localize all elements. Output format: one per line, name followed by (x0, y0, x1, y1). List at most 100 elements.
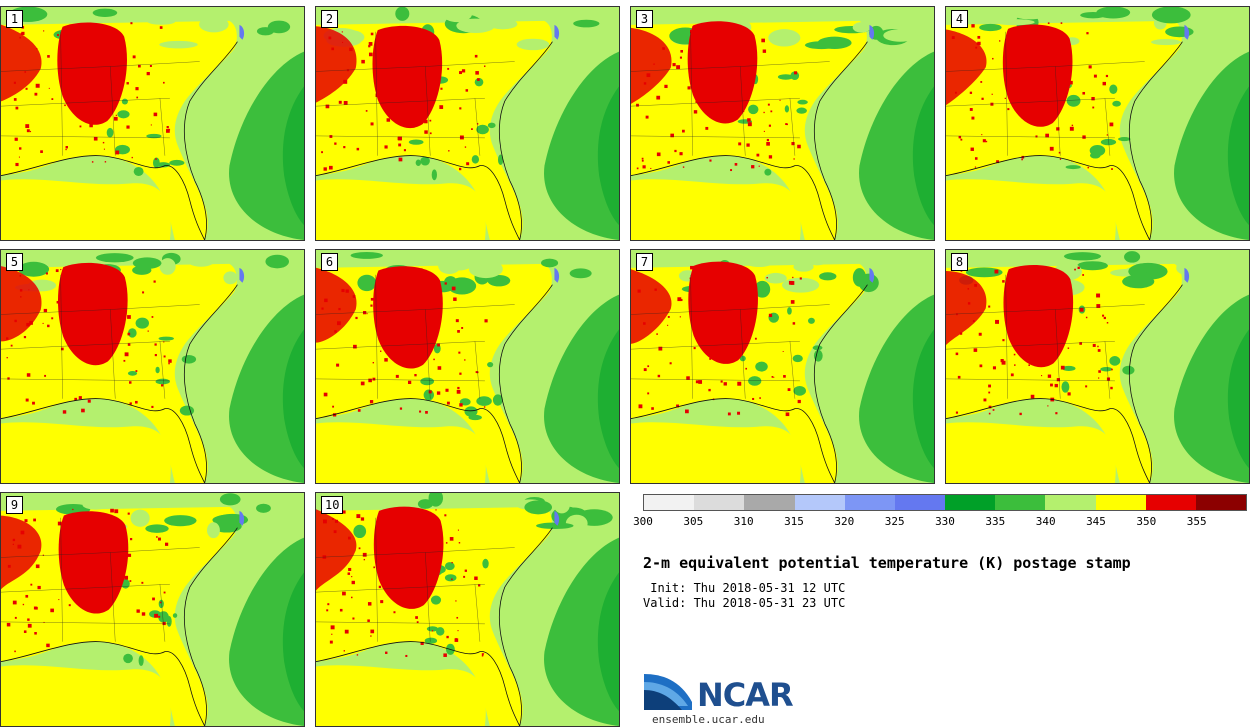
high-theta-e-speck (970, 147, 974, 151)
high-theta-e-speck (647, 392, 650, 395)
high-theta-e-speck (20, 32, 23, 35)
high-theta-e-speck (367, 602, 372, 606)
high-theta-e-speck (978, 332, 982, 336)
ensemble-member-panel: 10 (315, 492, 620, 727)
moisture-patch (415, 159, 422, 166)
map-plot (316, 7, 619, 240)
high-theta-e-speck (954, 91, 957, 94)
moisture-patch (169, 159, 185, 166)
high-theta-e-speck (74, 397, 78, 401)
high-theta-e-speck (386, 118, 391, 122)
high-theta-e-speck (1018, 91, 1022, 96)
high-theta-e-speck (88, 602, 91, 605)
atlantic-core-region (597, 86, 619, 226)
high-theta-e-speck (74, 338, 78, 342)
high-theta-e-speck (1077, 266, 1080, 270)
high-theta-e-speck (759, 397, 761, 399)
high-theta-e-speck (331, 633, 333, 635)
high-theta-e-speck (974, 157, 978, 160)
high-theta-e-speck (168, 362, 170, 365)
moisture-patch (158, 336, 174, 341)
high-theta-e-speck (151, 316, 154, 318)
atlantic-moist-region (1174, 51, 1249, 240)
high-theta-e-speck (370, 304, 373, 307)
high-theta-e-speck (149, 64, 152, 67)
florida-region (167, 408, 205, 483)
moisture-patch (487, 274, 511, 287)
map-plot (1, 493, 304, 726)
high-theta-e-speck (163, 355, 166, 358)
high-theta-e-speck (1031, 356, 1035, 361)
high-theta-e-speck (1017, 96, 1021, 100)
high-theta-e-speck (423, 568, 425, 570)
high-theta-e-speck (1002, 280, 1005, 283)
moisture-patch (179, 405, 195, 416)
lake-icon (554, 510, 560, 526)
high-theta-e-speck (372, 361, 375, 364)
high-theta-e-speck (734, 163, 738, 166)
high-theta-e-speck (70, 567, 75, 572)
high-theta-e-speck (1059, 158, 1062, 160)
high-theta-e-speck (653, 63, 655, 65)
atlantic-moist-region (859, 51, 934, 240)
high-theta-e-core (1003, 264, 1074, 368)
high-theta-e-speck (321, 307, 324, 310)
member-number-label: 3 (636, 10, 653, 28)
plot-title: 2-m equivalent potential temperature (K)… (643, 554, 1131, 572)
colorbar-tick-label: 340 (1035, 515, 1056, 528)
high-theta-e-speck (656, 333, 658, 335)
high-theta-e-speck (368, 45, 371, 48)
florida-region (167, 165, 205, 240)
high-theta-e-speck (1028, 364, 1030, 366)
high-theta-e-speck (1023, 47, 1027, 50)
high-theta-e-speck (420, 641, 424, 645)
moisture-patch (1063, 252, 1102, 261)
high-theta-e-speck (1082, 274, 1085, 276)
lake-icon (239, 510, 245, 526)
high-theta-e-speck (43, 30, 45, 32)
moisture-patch (123, 653, 133, 664)
ensemble-member-panel: 8 (945, 249, 1250, 484)
high-theta-e-speck (24, 71, 27, 73)
high-theta-e-speck (404, 71, 407, 74)
high-theta-e-speck (361, 59, 365, 64)
high-theta-e-speck (1049, 288, 1051, 290)
high-theta-e-core (373, 506, 444, 609)
high-theta-e-speck (410, 100, 412, 102)
high-theta-e-speck (464, 569, 467, 572)
high-theta-e-speck (381, 330, 385, 334)
high-theta-e-speck (368, 42, 373, 46)
high-theta-e-speck (154, 613, 159, 618)
high-theta-e-speck (797, 399, 801, 404)
lake-icon (554, 24, 560, 40)
high-theta-e-speck (1110, 386, 1113, 390)
moisture-patch (164, 515, 197, 527)
high-theta-e-speck (416, 355, 420, 359)
high-theta-e-speck (435, 509, 437, 511)
high-theta-e-speck (955, 352, 959, 356)
high-theta-e-speck (47, 324, 50, 328)
high-theta-e-speck (341, 288, 345, 293)
moisture-patch (569, 268, 592, 279)
high-theta-e-speck (398, 136, 402, 141)
gulf-warm-region (1, 665, 171, 726)
high-theta-e-speck (960, 138, 963, 141)
moisture-patch (133, 166, 144, 177)
moisture-patch (1122, 365, 1135, 375)
high-theta-e-speck (84, 84, 86, 87)
high-theta-e-speck (955, 411, 959, 414)
high-theta-e-speck (367, 619, 370, 622)
moisture-patch (181, 354, 197, 364)
high-theta-e-speck (25, 594, 29, 598)
high-theta-e-speck (19, 289, 23, 292)
high-theta-e-speck (13, 98, 17, 101)
gulf-warm-region (316, 665, 486, 726)
high-theta-e-speck (132, 55, 136, 59)
high-theta-e-speck (967, 302, 971, 305)
valid-time: Valid: Thu 2018-05-31 23 UTC (643, 596, 846, 610)
high-theta-e-speck (14, 616, 17, 619)
high-theta-e-speck (99, 296, 103, 300)
high-theta-e-speck (322, 519, 327, 524)
high-theta-e-speck (105, 26, 109, 30)
high-theta-e-speck (124, 575, 129, 580)
